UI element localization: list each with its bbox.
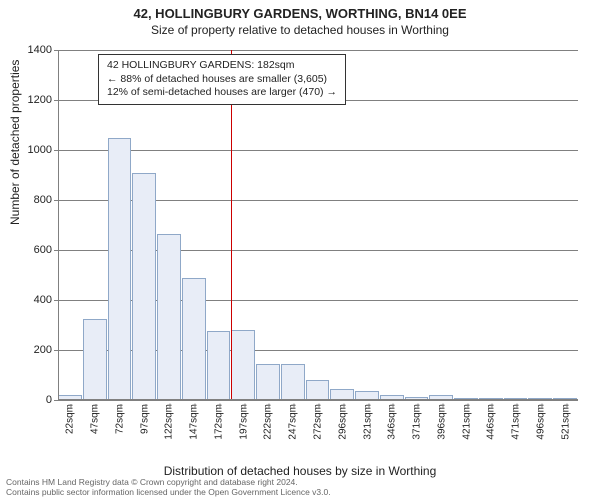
- x-tick-label: 396sqm: [436, 404, 447, 440]
- annotation-line: 42 HOLLINGBURY GARDENS: 182sqm: [107, 59, 337, 73]
- gridline: [58, 400, 578, 401]
- x-axis-line: [58, 399, 578, 400]
- x-tick-label: 296sqm: [337, 404, 348, 440]
- histogram-bar: [207, 331, 231, 400]
- x-tick-label: 97sqm: [139, 404, 150, 434]
- annotation-line: ← 88% of detached houses are smaller (3,…: [107, 73, 337, 87]
- y-axis-label: Number of detached properties: [8, 60, 22, 225]
- x-tick-label: 172sqm: [213, 404, 224, 440]
- y-axis-line: [58, 50, 59, 400]
- x-tick-label: 147sqm: [189, 404, 200, 440]
- x-tick-label: 446sqm: [486, 404, 497, 440]
- x-tick-label: 222sqm: [263, 404, 274, 440]
- footer-line: Contains public sector information licen…: [6, 488, 594, 498]
- y-tick-label: 0: [46, 394, 52, 406]
- gridline: [58, 150, 578, 151]
- x-tick-label: 421sqm: [461, 404, 472, 440]
- x-tick-label: 122sqm: [164, 404, 175, 440]
- x-tick-label: 22sqm: [65, 404, 76, 434]
- histogram-bar: [281, 364, 305, 400]
- y-tick-label: 600: [34, 244, 52, 256]
- chart-subtitle: Size of property relative to detached ho…: [0, 21, 600, 37]
- chart-container: 42, HOLLINGBURY GARDENS, WORTHING, BN14 …: [0, 0, 600, 500]
- histogram-bar: [306, 380, 330, 400]
- x-tick-label: 521sqm: [560, 404, 571, 440]
- footer-attribution: Contains HM Land Registry data © Crown c…: [6, 478, 594, 498]
- y-tick-label: 1000: [28, 144, 52, 156]
- histogram-bar: [256, 364, 280, 400]
- x-axis-label: Distribution of detached houses by size …: [0, 464, 600, 478]
- histogram-bar: [182, 278, 206, 401]
- annotation-box: 42 HOLLINGBURY GARDENS: 182sqm← 88% of d…: [98, 54, 346, 105]
- x-tick-label: 247sqm: [288, 404, 299, 440]
- chart-title: 42, HOLLINGBURY GARDENS, WORTHING, BN14 …: [0, 0, 600, 21]
- x-tick-label: 272sqm: [313, 404, 324, 440]
- y-tick-label: 800: [34, 194, 52, 206]
- x-tick-label: 471sqm: [511, 404, 522, 440]
- histogram-bar: [108, 138, 132, 401]
- plot-area: 020040060080010001200140022sqm47sqm72sqm…: [58, 50, 578, 400]
- x-tick-label: 72sqm: [114, 404, 125, 434]
- y-tick-label: 1400: [28, 44, 52, 56]
- x-tick-label: 197sqm: [238, 404, 249, 440]
- histogram-bar: [157, 234, 181, 400]
- x-tick-label: 371sqm: [412, 404, 423, 440]
- y-tick-label: 200: [34, 344, 52, 356]
- y-tick-label: 400: [34, 294, 52, 306]
- x-tick-label: 321sqm: [362, 404, 373, 440]
- y-tick-label: 1200: [28, 94, 52, 106]
- histogram-bar: [132, 173, 156, 401]
- x-tick-label: 346sqm: [387, 404, 398, 440]
- histogram-bar: [83, 319, 107, 400]
- x-tick-label: 47sqm: [90, 404, 101, 434]
- annotation-line: 12% of semi-detached houses are larger (…: [107, 86, 337, 100]
- gridline: [58, 50, 578, 51]
- x-tick-label: 496sqm: [535, 404, 546, 440]
- histogram-bar: [231, 330, 255, 400]
